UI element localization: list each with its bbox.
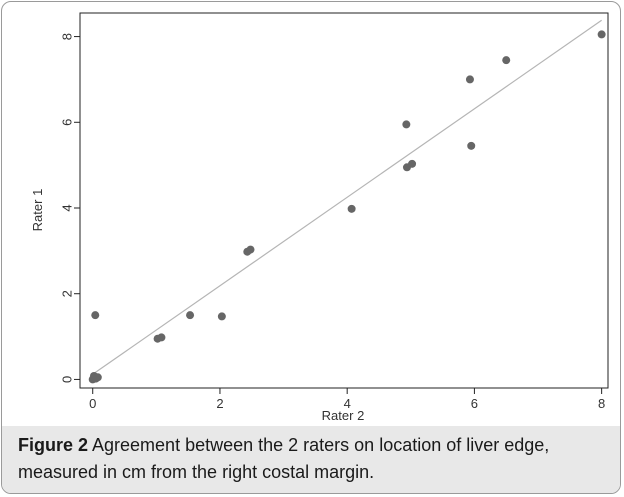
figure-caption: Figure 2 Agreement between the 2 raters … xyxy=(18,432,608,486)
data-points xyxy=(88,30,606,384)
data-point xyxy=(467,141,476,150)
data-point xyxy=(502,56,511,65)
data-point xyxy=(402,120,411,129)
data-point xyxy=(246,245,255,254)
data-point xyxy=(217,312,226,321)
fit-line xyxy=(92,19,602,375)
x-tick-label: 4 xyxy=(344,396,351,411)
y-tick-label: 2 xyxy=(59,290,74,297)
x-tick-label: 8 xyxy=(598,396,605,411)
y-tick-label: 6 xyxy=(59,119,74,126)
fit-line-layer xyxy=(92,19,602,375)
x-tick-label: 6 xyxy=(471,396,478,411)
figure-label: Figure 2 xyxy=(18,435,89,455)
data-point xyxy=(465,75,474,84)
data-point xyxy=(93,373,102,382)
y-tick-label: 0 xyxy=(59,376,74,383)
x-tick-label: 0 xyxy=(89,396,96,411)
y-tick-label: 8 xyxy=(59,33,74,40)
data-point xyxy=(408,159,417,168)
plot-area-frame xyxy=(79,12,609,389)
caption-text: Agreement between the 2 raters on locati… xyxy=(18,435,550,482)
caption-band xyxy=(2,426,620,493)
y-tick-label: 4 xyxy=(59,204,74,211)
x-tick-label: 2 xyxy=(216,396,223,411)
data-point xyxy=(597,30,606,39)
data-point xyxy=(157,333,166,342)
data-point xyxy=(347,204,356,213)
data-point xyxy=(91,311,100,320)
y-axis-title: Rater 1 xyxy=(30,189,45,232)
x-axis-title: Rater 2 xyxy=(322,408,365,423)
data-point xyxy=(186,311,195,320)
axes: 0 2 4 6 8 0 2 4 6 8 xyxy=(59,33,605,411)
